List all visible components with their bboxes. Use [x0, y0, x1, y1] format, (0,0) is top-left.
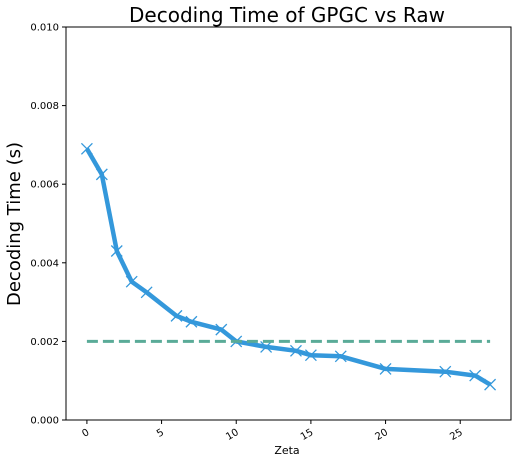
data-point-marker [170, 309, 183, 322]
x-tick-label: 0 [80, 427, 91, 440]
y-tick-label: 0.006 [30, 180, 59, 191]
data-point-marker [484, 378, 497, 391]
x-tick-label: 25 [448, 427, 465, 443]
data-point-marker [140, 286, 153, 299]
data-point-marker [95, 168, 108, 181]
x-tick-label: 20 [374, 427, 391, 443]
y-tick-label: 0.004 [30, 258, 59, 269]
plot-area: 0.000 0.002 0.004 0.006 0.008 0.010 0 5 10 15 20 25 [30, 23, 512, 443]
data-point-marker [334, 350, 347, 363]
x-tick-label: 5 [155, 427, 166, 440]
data-point-marker [290, 344, 302, 357]
data-point-marker [379, 362, 392, 375]
data-point-marker [125, 275, 138, 288]
data-point-marker [185, 315, 198, 328]
data-point-marker [110, 245, 123, 257]
chart-title: Decoding Time of GPGC vs Raw [129, 3, 445, 27]
data-point-marker [469, 369, 482, 382]
y-tick-label: 0.002 [30, 337, 59, 348]
y-tick-label: 0.010 [30, 23, 59, 34]
plot-frame [65, 26, 512, 421]
y-axis-label: Decoding Time (s) [4, 142, 25, 306]
data-point-marker [439, 365, 452, 378]
data-point-marker [215, 323, 228, 336]
x-tick-label: 15 [299, 427, 316, 443]
x-axis-label: Zeta [274, 444, 299, 457]
y-tick-label: 0.008 [30, 101, 59, 112]
data-point-marker [80, 142, 93, 155]
data-point-marker [304, 349, 317, 362]
data-point-marker [260, 340, 273, 353]
gpgc-series-line [84, 147, 492, 387]
y-tick-label: 0.000 [30, 416, 59, 427]
x-tick-label: 10 [224, 427, 241, 443]
